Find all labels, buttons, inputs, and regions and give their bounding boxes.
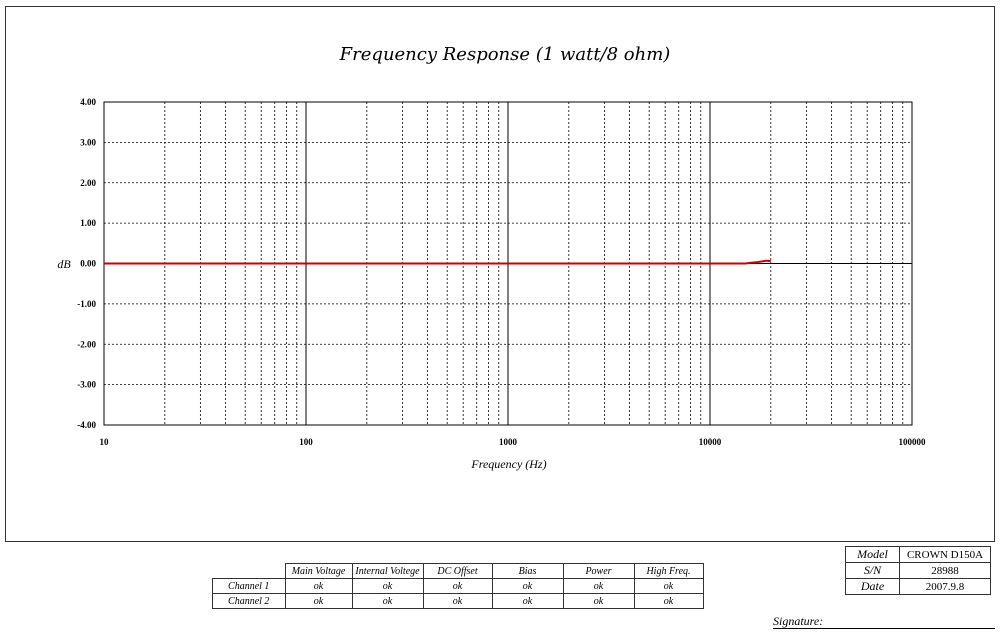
info-row-sn: S/N 28988 (845, 562, 991, 579)
status-corner-cell (212, 563, 286, 579)
y-tick-label: -4.00 (77, 420, 96, 430)
info-row-model: Model CROWN D150A (845, 546, 991, 563)
status-cell: ok (562, 578, 635, 594)
x-axis-label: Frequency (Hz) (470, 457, 546, 471)
model-value: CROWN D150A (899, 546, 991, 563)
status-cell: ok (284, 593, 353, 609)
x-tick-label: 10000 (699, 437, 722, 447)
status-header: Main Voltage (284, 563, 353, 579)
sn-label: S/N (845, 562, 900, 579)
y-tick-label: 3.00 (80, 137, 96, 147)
status-table: Main Voltage Internal Voltege DC Offset … (212, 563, 704, 609)
chart-frame (5, 6, 995, 542)
model-label: Model (845, 546, 900, 563)
sn-value: 28988 (899, 562, 991, 579)
y-tick-label: 2.00 (80, 178, 96, 188)
y-tick-label: -3.00 (77, 380, 96, 390)
status-header: Power (562, 563, 635, 579)
y-tick-label: 4.00 (80, 97, 96, 107)
y-tick-label: 1.00 (80, 218, 96, 228)
signature-label: Signature: (773, 614, 824, 628)
status-cell: ok (351, 593, 424, 609)
status-header: Bias (491, 563, 564, 579)
status-header: DC Offset (422, 563, 493, 579)
tick-labels: 4.00 3.00 2.00 1.00 0.00 -1.00 -2.00 -3.00 -4.00… (77, 97, 926, 447)
row-label: Channel 1 (212, 578, 286, 594)
signature-line (773, 628, 995, 629)
status-cell: ok (633, 593, 704, 609)
y-axis-label: dB (57, 257, 71, 271)
series-line (104, 259, 771, 265)
status-header: High Freq. (633, 563, 704, 579)
x-tick-label: 10 (100, 437, 110, 447)
device-info-table: Model CROWN D150A S/N 28988 Date 2007.9.… (845, 546, 991, 595)
status-cell: ok (284, 578, 353, 594)
frequency-response-chart: 4.00 3.00 2.00 1.00 0.00 -1.00 -2.00 -3.00 -4.00… (57, 44, 926, 471)
status-cell: ok (422, 593, 493, 609)
status-row: Channel 1 ok ok ok ok ok ok (212, 578, 704, 594)
y-tick-label: -2.00 (77, 339, 96, 349)
info-row-date: Date 2007.9.8 (845, 578, 991, 595)
series (104, 259, 912, 265)
y-tick-label: -1.00 (77, 299, 96, 309)
row-label: Channel 2 (212, 593, 286, 609)
status-cell: ok (633, 578, 704, 594)
status-header-row: Main Voltage Internal Voltege DC Offset … (212, 563, 704, 579)
status-row: Channel 2 ok ok ok ok ok ok (212, 593, 704, 609)
status-cell: ok (491, 593, 564, 609)
x-tick-label: 100 (299, 437, 313, 447)
status-cell: ok (491, 578, 564, 594)
x-tick-label: 100000 (899, 437, 927, 447)
y-tick-label: 0.00 (80, 259, 96, 269)
status-cell: ok (351, 578, 424, 594)
status-cell: ok (422, 578, 493, 594)
chart-title: Frequency Response (1 watt/8 ohm) (339, 44, 671, 65)
status-header: Internal Voltege (351, 563, 424, 579)
date-label: Date (845, 578, 900, 595)
status-cell: ok (562, 593, 635, 609)
date-value: 2007.9.8 (899, 578, 991, 595)
x-tick-label: 1000 (499, 437, 518, 447)
